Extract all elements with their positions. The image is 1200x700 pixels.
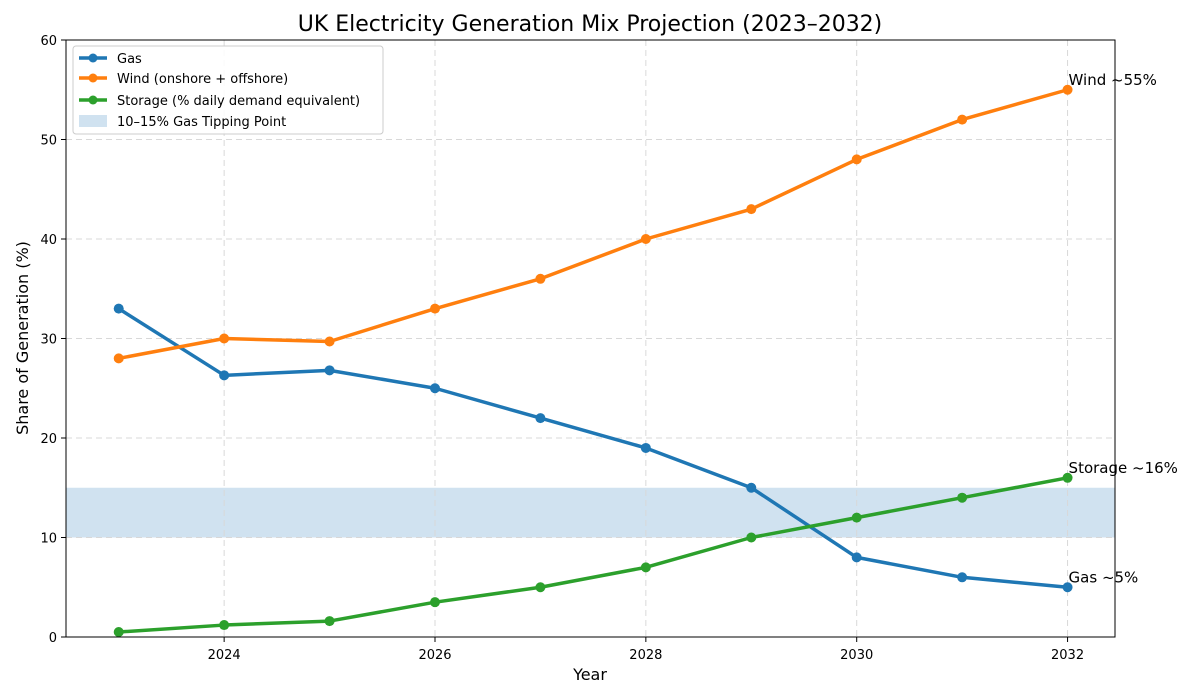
gas-data-point [429,383,440,394]
storage-data-point [746,532,757,543]
end-annotation: Gas ~5% [1069,568,1139,586]
storage-data-point [1062,472,1073,483]
gas-data-point [957,572,968,583]
storage-data-point [957,492,968,503]
annotation-layer: Wind ~55% Storage ~16% Gas ~5% [1069,71,1178,587]
chart-title: UK Electricity Generation Mix Projection… [298,12,883,37]
x-axis-title: Year [572,665,607,684]
gas-data-point [219,370,230,381]
storage-data-point [640,562,651,573]
legend-swatch-marker [88,95,98,105]
band-layer [66,487,1115,538]
storage-data-point [324,616,335,627]
gas-data-point [1062,582,1073,593]
legend-label: Wind (onshore + offshore) [117,72,288,87]
wind-data-point [324,336,335,347]
y-tick-label: 50 [40,134,57,149]
wind-data-point [1062,84,1073,95]
storage-data-point [219,620,230,631]
y-tick-label: 30 [40,333,57,348]
x-tick-label: 2032 [1051,648,1084,663]
wind-data-point [429,303,440,314]
end-annotation: Wind ~55% [1069,71,1157,89]
legend-box [72,45,384,135]
x-tick-label: 2026 [418,648,451,663]
y-tick-label: 60 [40,34,57,49]
gas-data-point [113,303,124,314]
gas-data-point [324,365,335,376]
gas-tipping-point-band [66,487,1115,538]
storage-data-point [429,597,440,608]
y-tick-label: 0 [49,631,57,646]
wind-data-point [535,273,546,284]
legend-label: Gas [117,52,142,67]
series-layer [113,84,1073,638]
x-tick-label: 2030 [840,648,873,663]
y-axis-title: Share of Generation (%) [13,241,32,435]
legend-label: Storage (% daily demand equivalent) [117,94,360,109]
wind-data-point [640,234,651,244]
gas-data-point [535,413,546,424]
wind-data-point [957,114,968,125]
x-tick-label: 2024 [208,648,241,663]
y-tick-label: 10 [40,532,57,547]
legend: Gas Wind (onshore + offshore) Storage (% d… [72,45,384,135]
wind-series-line [116,88,1070,361]
y-tick-label: 20 [40,432,57,447]
gas-data-point [640,442,651,453]
legend-swatch-marker [88,53,98,63]
gas-data-point [746,482,757,493]
gas-data-point [851,552,862,563]
legend-swatch-marker [88,73,98,83]
end-annotation: Storage ~16% [1069,459,1178,477]
x-tick-label: 2028 [629,648,662,663]
legend-label: 10–15% Gas Tipping Point [117,115,286,130]
y-tick-label: 40 [40,233,57,248]
gas-series-line [116,306,1070,589]
storage-data-point [113,627,124,638]
wind-data-point [851,154,862,165]
storage-data-point [851,512,862,523]
wind-data-point [219,333,230,344]
storage-series-line [116,476,1070,634]
wind-data-point [746,204,757,215]
legend-swatch-band [79,115,107,127]
wind-data-point [113,353,124,364]
storage-data-point [535,582,546,593]
